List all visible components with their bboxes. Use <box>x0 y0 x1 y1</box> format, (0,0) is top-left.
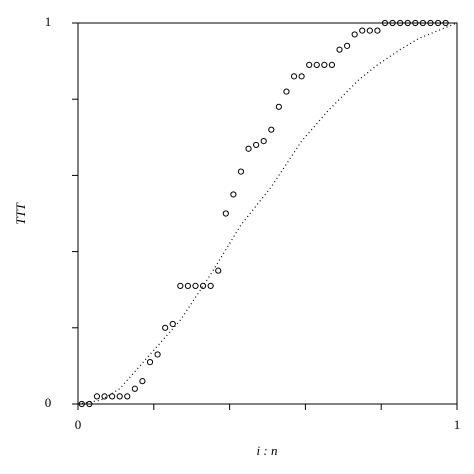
point <box>184 282 192 289</box>
point <box>290 73 298 80</box>
point <box>366 27 373 34</box>
x-tick-label: 1 <box>454 417 461 432</box>
point <box>101 393 108 400</box>
y-tick-label: 1 <box>45 14 52 29</box>
point <box>427 19 434 27</box>
point <box>412 19 419 27</box>
point <box>86 400 93 408</box>
point <box>328 61 336 69</box>
point <box>343 42 351 49</box>
point <box>215 267 222 274</box>
point <box>116 393 123 400</box>
point <box>260 138 267 145</box>
point <box>177 282 184 289</box>
point <box>230 191 237 198</box>
point <box>109 393 116 400</box>
point <box>283 88 290 95</box>
point <box>275 103 282 110</box>
point <box>351 31 358 38</box>
point <box>306 61 313 69</box>
point <box>374 27 381 34</box>
plot-frame <box>77 22 458 405</box>
point <box>336 46 343 53</box>
point <box>237 168 245 175</box>
point <box>78 400 85 408</box>
point <box>313 61 320 69</box>
y-axis-label: TTT <box>13 202 28 224</box>
point <box>434 19 442 27</box>
point <box>359 27 366 34</box>
point <box>245 145 252 152</box>
point <box>131 385 138 392</box>
point <box>207 282 214 289</box>
y-tick-label: 0 <box>45 395 52 410</box>
point <box>321 61 328 69</box>
point <box>404 19 411 27</box>
point <box>146 358 154 366</box>
point <box>93 393 101 400</box>
point <box>268 126 275 133</box>
point <box>139 378 146 385</box>
point <box>381 19 389 27</box>
point <box>124 393 131 400</box>
point <box>397 19 404 27</box>
x-tick-label: 0 <box>75 417 82 432</box>
point <box>298 73 305 80</box>
point <box>162 324 169 331</box>
point <box>192 282 199 289</box>
point <box>419 19 426 27</box>
ttt-curve <box>77 22 458 405</box>
point <box>253 141 260 149</box>
point <box>389 19 396 27</box>
x-axis-label: i : n <box>257 443 278 458</box>
point <box>154 351 161 358</box>
point <box>169 320 176 328</box>
point <box>442 19 449 27</box>
point <box>199 282 207 289</box>
point <box>222 210 229 217</box>
